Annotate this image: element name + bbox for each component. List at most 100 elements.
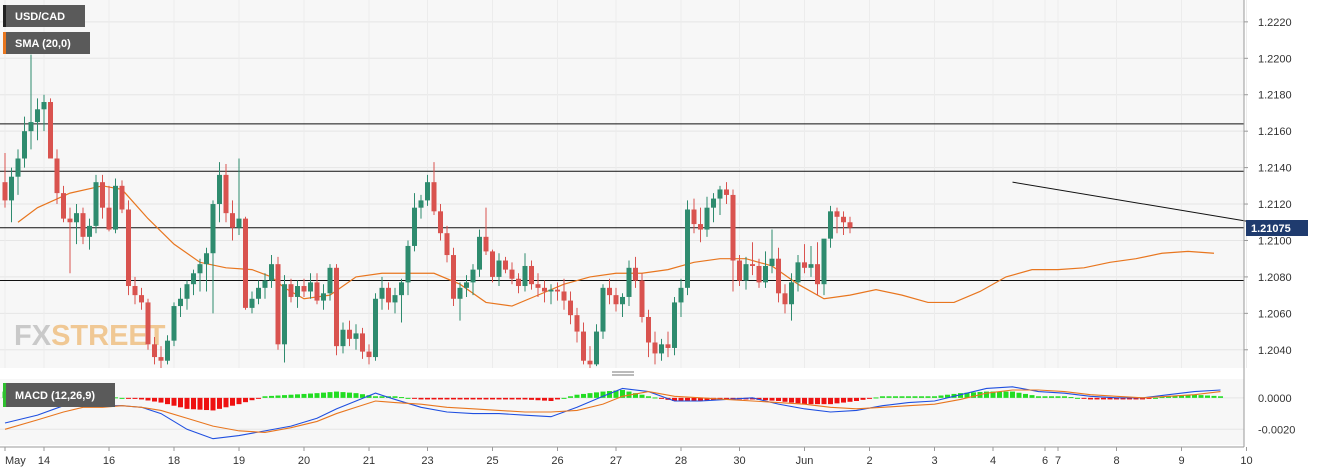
candle-body bbox=[295, 286, 300, 297]
x-tick-label: May bbox=[5, 455, 26, 467]
price-axis[interactable]: 1.2040 1.2060 1.2080 1.2100 1.2120 1.2140 1.21… bbox=[1244, 17, 1295, 436]
candle bbox=[490, 249, 495, 283]
candle-body bbox=[750, 264, 755, 266]
candle bbox=[48, 98, 53, 159]
candle-body bbox=[28, 122, 34, 132]
y-tick-label: 1.2080 bbox=[1258, 272, 1292, 284]
candle bbox=[633, 256, 638, 288]
time-axis[interactable]: May 14 16 18 19 20 21 23 25 26 27 28 30 Jun 2 3 4 6 7 8 9 10 bbox=[4, 447, 1253, 467]
macd-histogram-bar bbox=[470, 397, 476, 400]
macd-histogram-bar bbox=[496, 397, 502, 400]
macd-histogram-bar bbox=[249, 397, 255, 401]
pane-resize-handle[interactable] bbox=[612, 371, 634, 376]
candle-body bbox=[106, 207, 112, 230]
macd-histogram-bar bbox=[613, 390, 619, 398]
macd-line bbox=[4, 386, 1221, 440]
macd-histogram-bar bbox=[1166, 396, 1171, 398]
candle bbox=[626, 260, 632, 307]
candle bbox=[282, 275, 287, 363]
macd-histogram-bar bbox=[236, 397, 242, 405]
candle bbox=[847, 216, 853, 234]
grid-lines bbox=[0, 0, 1247, 430]
candle bbox=[152, 337, 157, 365]
candle bbox=[35, 98, 40, 141]
macd-legend[interactable]: MACD (12,26,9) bbox=[3, 383, 115, 407]
symbol-legend[interactable]: USD/CAD bbox=[3, 5, 85, 27]
macd-histogram-bar bbox=[971, 392, 976, 398]
macd-histogram-bar bbox=[659, 397, 664, 399]
macd-histogram-bar bbox=[860, 397, 866, 400]
x-tick-label: 28 bbox=[675, 455, 687, 467]
candle bbox=[399, 278, 404, 323]
macd-histogram-bar bbox=[847, 397, 853, 402]
candle bbox=[223, 163, 229, 223]
macd-histogram-bar bbox=[204, 397, 209, 411]
macd-histogram-bar bbox=[607, 391, 612, 398]
candle bbox=[61, 185, 66, 223]
candle bbox=[607, 278, 612, 305]
symbol-label: USD/CAD bbox=[15, 11, 65, 23]
macd-histogram-bar bbox=[548, 397, 554, 401]
macd-histogram-bar bbox=[555, 397, 560, 400]
candle-body bbox=[139, 295, 144, 303]
macd-histogram-bar bbox=[529, 397, 534, 400]
candle bbox=[165, 335, 170, 365]
x-tick-label: 3 bbox=[931, 455, 937, 467]
candle bbox=[236, 158, 242, 236]
candle-body bbox=[574, 315, 580, 332]
macd-histogram-bar bbox=[912, 396, 918, 398]
macd-histogram-bar bbox=[321, 392, 326, 398]
candle-body bbox=[392, 295, 398, 303]
candle bbox=[373, 293, 378, 361]
macd-histogram-bar bbox=[275, 395, 281, 398]
candle bbox=[386, 282, 391, 310]
candle bbox=[743, 256, 749, 290]
candle-body bbox=[67, 218, 73, 223]
candle-body bbox=[737, 260, 742, 281]
macd-histogram-bar bbox=[1218, 396, 1223, 398]
candle-body bbox=[425, 182, 430, 201]
macd-histogram-bar bbox=[438, 397, 443, 400]
macd-histogram-bar bbox=[262, 396, 268, 398]
macd-histogram-bar bbox=[191, 397, 196, 410]
candle-body bbox=[451, 255, 456, 299]
macd-histogram-bar bbox=[1088, 397, 1093, 400]
candle-body bbox=[633, 267, 638, 281]
candle-body bbox=[243, 218, 248, 308]
x-tick-label: 30 bbox=[733, 455, 745, 467]
macd-histogram-bar bbox=[633, 393, 638, 398]
candle bbox=[659, 338, 664, 361]
candle bbox=[789, 273, 794, 321]
macd-histogram-bar bbox=[867, 397, 872, 399]
macd-histogram-bar bbox=[808, 397, 814, 405]
candle-body bbox=[269, 264, 274, 281]
x-tick-label: 20 bbox=[298, 455, 310, 467]
pane-divider[interactable] bbox=[0, 368, 1244, 379]
macd-histogram-bar bbox=[1127, 397, 1132, 400]
candle-body bbox=[503, 260, 508, 270]
sma-label: SMA (20,0) bbox=[15, 38, 71, 50]
macd-histogram-bar bbox=[652, 397, 658, 399]
macd-histogram-bar bbox=[841, 397, 846, 403]
candle bbox=[28, 54, 34, 150]
candle bbox=[815, 242, 820, 296]
candle-body bbox=[782, 293, 788, 305]
candle bbox=[509, 262, 515, 285]
macd-histogram-bar bbox=[1114, 397, 1119, 400]
y-tick-label: 1.2060 bbox=[1258, 308, 1292, 320]
sma-legend[interactable]: SMA (20,0) bbox=[3, 32, 90, 54]
macd-histogram-bar bbox=[691, 397, 697, 401]
x-tick-label: 23 bbox=[421, 455, 433, 467]
candle-body bbox=[496, 260, 502, 277]
candle-body bbox=[522, 265, 528, 287]
candle-body bbox=[581, 331, 586, 361]
candle-body bbox=[477, 236, 482, 270]
macd-histogram-bar bbox=[574, 394, 580, 398]
candle-body bbox=[587, 360, 593, 365]
macd-histogram-bar bbox=[1159, 397, 1165, 399]
candle-body bbox=[548, 289, 554, 292]
macd-histogram-bar bbox=[490, 397, 495, 400]
macd-histogram-bar bbox=[1036, 396, 1041, 398]
macd-histogram-bar bbox=[152, 397, 157, 402]
candle-body bbox=[399, 282, 404, 296]
